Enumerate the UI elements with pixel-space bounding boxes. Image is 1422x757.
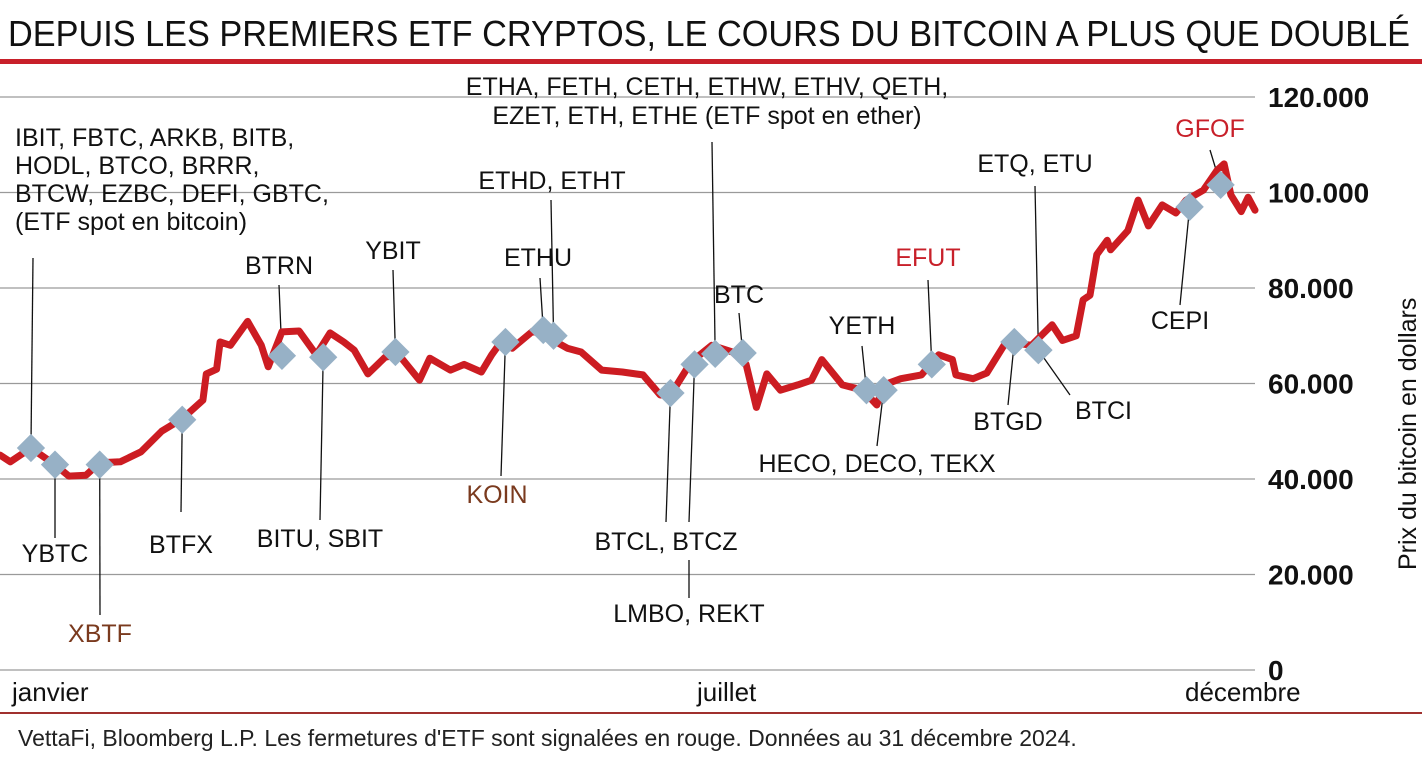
etf-marker-diamond (1024, 335, 1053, 365)
annotation-leader-line (927, 279, 933, 365)
etf-marker-diamond (491, 327, 520, 357)
bitcoin-price-line (0, 160, 1259, 480)
annotation-label-line: CEPI (1151, 307, 1209, 335)
annotation-label-line: GFOF (1175, 115, 1244, 143)
etf-marker-diamond (869, 376, 898, 405)
annotation-leader-line (550, 199, 555, 336)
y-tick-label: 0 (1268, 655, 1284, 686)
footer-rule (0, 712, 1422, 714)
annotation-label: LMBO, REKT (613, 600, 764, 628)
etf-marker-diamond (539, 321, 568, 350)
y-tick-label: 40.000 (1268, 464, 1354, 495)
annotation-label: CEPI (1151, 307, 1209, 335)
annotation-label: BTCL, BTCZ (594, 528, 737, 556)
annotation-label-line: ETHA, FETH, CETH, ETHW, ETHV, QETH, (466, 73, 948, 101)
annotation-leader-line (30, 257, 34, 448)
annotation-label-line: BTCI (1075, 397, 1132, 425)
annotation-leader-line (688, 364, 696, 523)
annotation-label: ETHA, FETH, CETH, ETHW, ETHV, QETH, EZET,… (466, 73, 948, 130)
y-tick-label: 60.000 (1268, 369, 1354, 400)
annotation-label: BTRN (245, 252, 313, 280)
etf-marker-diamond (1175, 192, 1204, 221)
etf-marker-diamond (381, 337, 410, 367)
annotation-leader-line (319, 357, 324, 521)
annotation-label: BTC (714, 281, 764, 309)
annotation-leader-line (500, 341, 507, 477)
annotation-label-line: BTFX (149, 531, 213, 559)
annotation-label-line: EFUT (895, 244, 960, 272)
etf-marker-diamond (267, 341, 297, 370)
annotation-label-line: XBTF (68, 620, 132, 648)
etf-markers (16, 170, 1235, 479)
y-tick-label: 100.000 (1268, 178, 1369, 209)
annotation-label-line: ETHU (504, 244, 572, 272)
etf-marker-diamond (1206, 170, 1235, 200)
annotation-label-line: BTRN (245, 252, 313, 280)
annotation-label: HECO, DECO, TEKX (758, 450, 995, 478)
annotation-label: ETHU (504, 244, 572, 272)
grid-lines (0, 96, 1255, 671)
etf-marker-diamond (1000, 327, 1029, 357)
annotation-label-line: ETHD, ETHT (478, 167, 625, 195)
annotation-label-line: BTCL, BTCZ (594, 528, 737, 556)
annotation-label-line: YBTC (22, 540, 89, 568)
annotation-label: XBTF (68, 620, 132, 648)
etf-marker-diamond (701, 339, 730, 369)
chart-title: DEPUIS LES PREMIERS ETF CRYPTOS, LE COUR… (8, 13, 1410, 54)
annotation-label-line: BTC (714, 281, 764, 309)
etf-marker-diamond (728, 338, 757, 368)
annotation-label-line: KOIN (466, 481, 527, 509)
etf-marker-diamond (680, 350, 709, 379)
x-tick-janvier: janvier (11, 677, 89, 707)
etf-marker-diamond (917, 350, 946, 379)
annotation-label: BITU, SBIT (257, 525, 383, 553)
annotation-label-line: ETQ, ETU (977, 150, 1092, 178)
etf-marker-diamond (852, 376, 881, 405)
annotation-label: ETQ, ETU (977, 150, 1092, 178)
x-tick-decembre: décembre (1185, 677, 1301, 707)
etf-marker-diamond (309, 343, 338, 372)
annotation-label: EFUT (895, 244, 960, 272)
y-tick-label: 20.000 (1268, 560, 1354, 591)
annotation-label: YETH (829, 312, 896, 340)
annotation-label-line: YETH (829, 312, 896, 340)
annotation-label-line: IBIT, FBTC, ARKB, BITB, (15, 124, 294, 152)
annotation-label: BTCI (1075, 397, 1132, 425)
annotation-label: YBTC (22, 540, 89, 568)
title-rule (0, 59, 1422, 64)
annotation-leader-line (180, 419, 183, 513)
annotation-label-line: YBIT (365, 237, 421, 265)
annotation-leader-line (711, 141, 716, 354)
y-tick-label: 80.000 (1268, 273, 1354, 304)
y-tick-label: 120.000 (1268, 82, 1369, 113)
annotation-label: BTFX (149, 531, 213, 559)
annotation-label: GFOF (1175, 115, 1244, 143)
annotation-label: ETHD, ETHT (478, 167, 625, 195)
y-axis-label: Prix du bitcoin en dollars (1394, 298, 1422, 570)
annotation-leader-line (1034, 185, 1040, 351)
annotation-leader-line (1179, 206, 1191, 306)
annotation-label-line: BITU, SBIT (257, 525, 383, 553)
annotation-label-line: EZET, ETH, ETHE (ETF spot en ether) (492, 102, 921, 130)
annotation-label-line: HODL, BTCO, BRRR, (15, 152, 259, 180)
annotation-label-line: (ETF spot en bitcoin) (15, 208, 247, 236)
etf-marker-diamond (656, 378, 685, 408)
annotation-label: YBIT (365, 237, 421, 265)
annotation-label-line: HECO, DECO, TEKX (758, 450, 995, 478)
annotation-label-line: LMBO, REKT (613, 600, 764, 628)
annotation-leader-line (665, 393, 672, 523)
annotation-label: BTGD (973, 408, 1042, 436)
x-tick-juillet: juillet (696, 677, 757, 707)
annotation-labels: IBIT, FBTC, ARKB, BITB, HODL, BTCO, BRRR,… (15, 73, 1245, 648)
footer-source: VettaFi, Bloomberg L.P. Les fermetures d… (18, 725, 1077, 751)
annotation-label: IBIT, FBTC, ARKB, BITB, HODL, BTCO, BRRR,… (15, 124, 329, 236)
annotation-label: KOIN (466, 481, 527, 509)
annotation-label-line: BTCW, EZBC, DEFI, GBTC, (15, 180, 329, 208)
y-axis-ticks: 0 20.000 40.000 60.000 80.000 100.000 120.000 (1268, 82, 1369, 686)
annotation-label-line: BTGD (973, 408, 1042, 436)
